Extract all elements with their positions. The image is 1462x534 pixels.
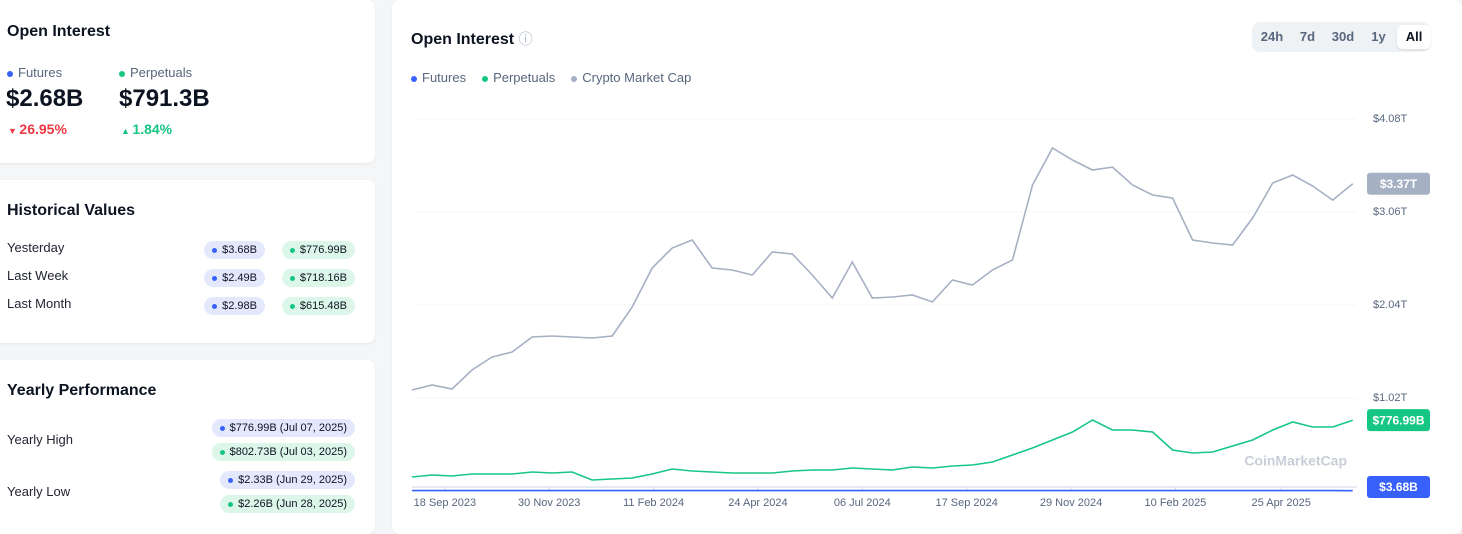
pill-dot [228, 478, 233, 483]
value-pill: $2.26B (Jun 28, 2025) [220, 495, 355, 513]
x-tick-label: 29 Nov 2024 [1040, 497, 1102, 509]
pill-text: $802.73B (Jul 03, 2025) [230, 446, 347, 458]
end-badge: $776.99B [1367, 409, 1430, 431]
series-line [412, 420, 1353, 480]
yearly-card: Yearly Performance Yearly High $776.99B (… [0, 360, 375, 534]
pill-dot [290, 304, 295, 309]
pill-dot [212, 304, 217, 309]
futures-label: Futures [7, 65, 62, 80]
x-tick-label: 10 Feb 2025 [1145, 497, 1207, 509]
perpetuals-change-text: 1.84% [132, 121, 172, 137]
value-pill: $2.33B (Jun 29, 2025) [220, 471, 355, 489]
pill-text: $776.99B (Jul 07, 2025) [230, 422, 347, 434]
end-badge: $3.37T [1367, 173, 1430, 195]
pill-dot [290, 248, 295, 253]
y-tick-label: $4.08T [1373, 113, 1408, 125]
pill-dot [290, 276, 295, 281]
pill-dot [220, 450, 225, 455]
perpetuals-label: Perpetuals [119, 65, 192, 80]
pill-text: $2.98B [222, 300, 257, 312]
y-tick-label: $1.02T [1373, 392, 1408, 404]
value-pill: $615.48B [282, 297, 355, 315]
pill-text: $2.33B (Jun 29, 2025) [238, 474, 347, 486]
pill-text: $615.48B [300, 300, 347, 312]
futures-label-text: Futures [18, 65, 62, 80]
historical-card: Historical Values Yesterday $776.99B $3.68… [0, 180, 375, 343]
perpetuals-change: ▲ 1.84% [121, 121, 172, 137]
y-tick-label: $3.06T [1373, 206, 1408, 218]
pill-text: $2.26B (Jun 28, 2025) [238, 498, 347, 510]
futures-value: $2.68B [6, 85, 83, 113]
x-tick-label: 11 Feb 2024 [623, 497, 684, 509]
x-tick-label: 18 Sep 2023 [414, 497, 476, 509]
value-pill: $2.49B [204, 269, 265, 287]
x-tick-label: 25 Apr 2025 [1252, 497, 1311, 509]
end-badge-label: $3.68B [1379, 480, 1418, 494]
pill-text: $2.49B [222, 272, 257, 284]
value-pill: $2.98B [204, 297, 265, 315]
pill-dot [212, 248, 217, 253]
historical-title: Historical Values [7, 202, 135, 220]
value-pill: $776.99B (Jul 07, 2025) [212, 419, 355, 437]
x-tick-label: 17 Sep 2024 [936, 497, 998, 509]
perpetuals-value: $791.3B [119, 85, 210, 113]
series-line [412, 148, 1353, 390]
row-label: Last Week [7, 268, 68, 283]
chart: CoinMarketCap $1.02T $2.04T $3.06T $4.08T 18 … [392, 0, 1462, 524]
row-label: Last Month [7, 296, 71, 311]
pill-dot [228, 502, 233, 507]
summary-card: Open Interest Futures Perpetuals $2.68B … [0, 0, 375, 163]
pill-text: $718.16B [300, 272, 347, 284]
summary-title: Open Interest [7, 23, 110, 41]
x-tick-label: 30 Nov 2023 [518, 497, 580, 509]
pill-dot [212, 276, 217, 281]
value-pill: $776.99B [282, 241, 355, 259]
pill-text: $3.68B [222, 244, 257, 256]
end-badge-label: $776.99B [1372, 413, 1424, 427]
watermark: CoinMarketCap [1244, 453, 1347, 469]
row-label: Yesterday [7, 240, 64, 255]
pill-dot [220, 426, 225, 431]
x-tick-label: 06 Jul 2024 [834, 497, 891, 509]
row-label: Yearly High [7, 432, 73, 447]
x-tick-label: 24 Apr 2024 [728, 497, 787, 509]
end-badge: $3.68B [1367, 476, 1430, 498]
yearly-title: Yearly Performance [7, 382, 156, 400]
futures-change: ▼ 26.95% [8, 121, 67, 137]
y-tick-label: $2.04T [1373, 299, 1408, 311]
end-badge-label: $3.37T [1380, 177, 1418, 191]
perpetuals-label-text: Perpetuals [130, 65, 192, 80]
pill-text: $776.99B [300, 244, 347, 256]
value-pill: $802.73B (Jul 03, 2025) [212, 443, 355, 461]
futures-change-text: 26.95% [19, 121, 66, 137]
value-pill: $718.16B [282, 269, 355, 287]
row-label: Yearly Low [7, 484, 70, 499]
value-pill: $3.68B [204, 241, 265, 259]
